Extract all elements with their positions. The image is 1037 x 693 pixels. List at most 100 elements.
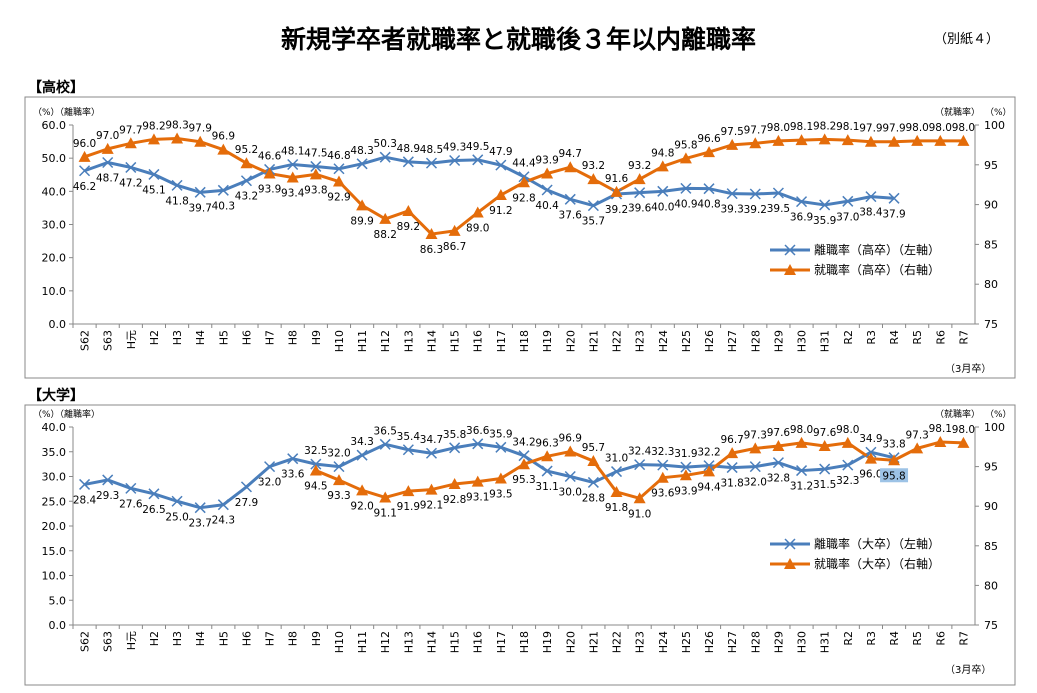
left-tick-label: 25.0 [42,495,67,508]
data-label: 35.8 [443,429,466,441]
x-tick-label: H26 [703,330,716,352]
legend-item-1: 離職率（大卒）（左軸） [770,536,940,551]
data-label: 97.6 [767,427,791,439]
triangle-marker [957,436,970,448]
data-label: 46.6 [258,150,282,162]
x-tick-label: H14 [425,631,438,653]
data-label: 95.8 [882,470,905,482]
x-tick-label: R7 [957,330,970,345]
triangle-marker [78,150,91,162]
data-label: 32.4 [628,446,652,458]
x-marker [865,446,877,458]
data-label: 93.2 [582,160,605,172]
data-label: 38.4 [859,207,883,219]
triangle-marker [818,133,831,145]
x-tick-label: R7 [957,631,970,646]
data-label: 37.6 [559,209,583,221]
x-tick-label: H10 [333,330,346,352]
triangle-marker [564,445,577,457]
data-label: 91.9 [397,501,420,513]
data-label: 94.7 [559,148,582,160]
x-tick-label: H12 [379,631,392,653]
data-label: 32.0 [327,448,350,460]
left-tick-label: 0.0 [49,619,67,632]
x-marker [402,444,414,456]
data-label: 92.0 [350,500,373,512]
triangle-marker [541,450,554,462]
x-tick-label: S62 [79,631,92,652]
data-label: 32.3 [836,475,859,487]
data-label: 96.9 [559,433,582,445]
left-tick-label: 5.0 [49,594,67,607]
data-label: 98.0 [952,424,975,436]
triangle-marker [194,135,207,147]
data-label: 98.2 [813,120,836,132]
left-tick-label: 20.0 [42,252,67,265]
data-label: 32.3 [651,446,674,458]
data-label: 93.5 [489,488,512,500]
chart-2: 【大学】（%）（離職率） （就職率） （%）（3月卒）0.05.010.015.02… [24,387,1016,686]
left-tick-label: 60.0 [42,119,67,132]
x-tick-label: H31 [819,631,832,653]
data-label: 33.8 [882,439,905,451]
data-label: 40.9 [674,198,697,210]
x-tick-label: H4 [194,330,207,345]
right-tick-label: 75 [984,619,998,632]
x-tick-label: H9 [310,330,323,345]
legend-x-icon [784,244,796,256]
x-marker [680,461,692,473]
triangle-marker [379,491,392,503]
data-label: 46.2 [73,181,96,193]
x-tick-label: H24 [657,631,670,653]
x-tick-label: H13 [402,330,415,352]
data-label: 49.5 [466,141,489,153]
chart-1: 【高校】（%）（離職率） （就職率） （%）（3月卒）0.010.020.030.0… [24,79,1016,379]
x-tick-label: H30 [796,631,809,653]
data-label: 35.4 [397,431,421,443]
data-label: 44.4 [512,158,536,170]
x-marker [610,466,623,478]
x-tick-label: H13 [402,631,415,653]
data-label: 40.3 [212,200,235,212]
x-tick-label: H14 [425,330,438,352]
left-axis-label: （離職率） [55,408,100,420]
x-marker [888,192,900,204]
x-tick-label: H31 [819,330,832,352]
x-marker [518,450,530,462]
x-marker [495,441,507,453]
x-tick-label: H22 [611,631,624,653]
data-label: 31.9 [674,448,697,460]
series-line-1 [84,155,895,208]
page-title: 新規学卒者就職率と就職後３年以内離職率 [280,25,756,54]
data-label: 34.9 [859,433,882,445]
triangle-marker [749,442,762,454]
x-tick-label: H2 [148,330,161,345]
data-label: 25.0 [165,511,188,523]
data-label: 97.3 [744,429,767,441]
triangle-marker [124,137,137,149]
x-tick-label: S63 [102,330,115,351]
data-label: 97.9 [859,123,882,135]
data-label: 47.5 [304,147,327,159]
x-note: （3月卒） [945,362,991,375]
data-label: 97.7 [119,124,142,136]
legend-item-1: 離職率（高卒）（左軸） [770,242,940,257]
triangle-marker [494,472,507,484]
data-label: 37.0 [836,211,859,223]
triangle-marker [332,175,345,187]
triangle-marker [911,134,924,146]
x-tick-label: H27 [726,631,739,653]
data-label: 40.8 [697,199,720,211]
x-tick-label: H16 [472,631,485,653]
x-tick-label: S63 [102,631,115,652]
x-tick-label: H20 [564,330,577,352]
x-tick-label: H24 [657,330,670,352]
triangle-marker [772,134,785,146]
x-tick-label: H20 [564,631,577,653]
x-marker [425,447,438,459]
triangle-marker [656,160,669,172]
data-label: 39.6 [628,203,652,215]
x-tick-label: H7 [264,631,277,646]
data-label: 28.8 [582,492,605,504]
